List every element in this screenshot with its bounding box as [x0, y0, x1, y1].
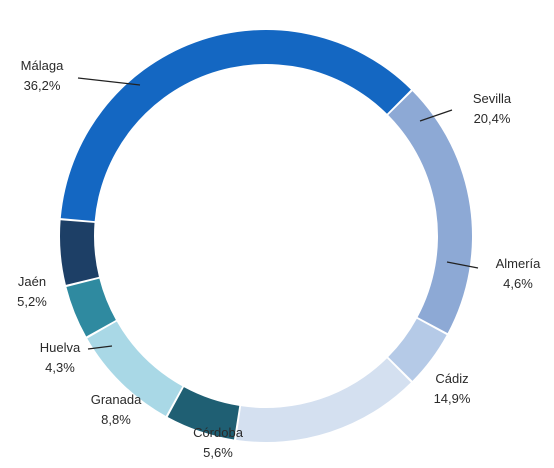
- slice-label-granada: Granada: [91, 392, 142, 407]
- label-leader-lines: [77, 77, 479, 350]
- slice-almeria: [388, 318, 447, 381]
- slice-huelva: [66, 278, 116, 337]
- slice-granada: [87, 321, 183, 416]
- slice-value-cadiz: 14,9%: [434, 391, 471, 406]
- leader-line-sevilla: [419, 109, 453, 122]
- slice-label-huelva: Huelva: [40, 340, 81, 355]
- slice-value-sevilla: 20,4%: [474, 111, 511, 126]
- slice-label-jaen: Jaén: [18, 274, 46, 289]
- slice-value-cordoba: 5,6%: [203, 445, 233, 460]
- slice-value-granada: 8,8%: [101, 412, 131, 427]
- leader-line-malaga: [77, 77, 141, 86]
- slice-label-sevilla: Sevilla: [473, 91, 512, 106]
- donut-slices: [59, 29, 472, 442]
- leader-line-almeria: [446, 261, 479, 269]
- slice-cadiz: [236, 358, 411, 442]
- slice-label-cadiz: Cádiz: [435, 371, 468, 386]
- slice-value-huelva: 4,3%: [45, 360, 75, 375]
- slice-value-jaen: 5,2%: [17, 294, 47, 309]
- slice-value-almeria: 4,6%: [503, 276, 533, 291]
- leader-line-huelva: [87, 345, 113, 350]
- slice-malaga: [60, 29, 411, 222]
- slice-cordoba: [167, 387, 240, 440]
- slice-sevilla: [388, 91, 472, 334]
- slice-label-malaga: Málaga: [21, 58, 64, 73]
- slice-label-almeria: Almería: [496, 256, 542, 271]
- slice-jaen: [59, 220, 99, 285]
- slice-value-malaga: 36,2%: [24, 78, 61, 93]
- slice-labels: Sevilla 20,4% Almería 4,6% Cádiz 14,9% Córdoba…: [17, 58, 541, 460]
- slice-label-cordoba: Córdoba: [193, 425, 244, 440]
